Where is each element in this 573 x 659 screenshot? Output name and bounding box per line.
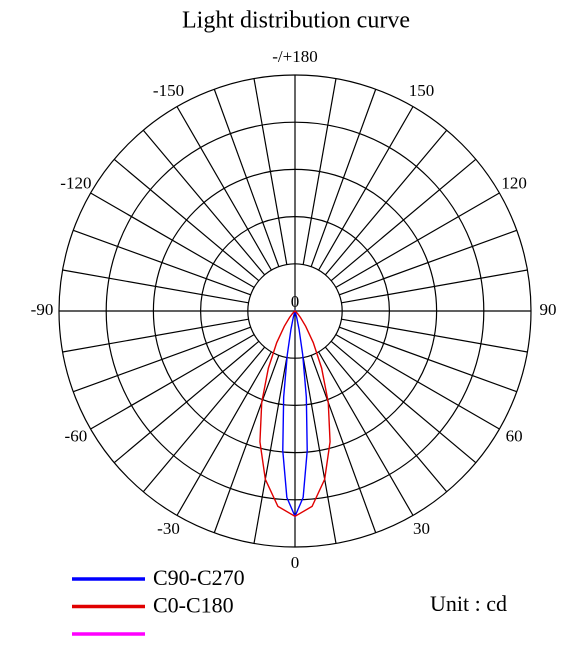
distribution-curve [259,310,331,518]
radial-grid-line [318,106,414,271]
angle-label: 120 [501,173,527,192]
angle-label: -150 [153,81,184,100]
radial-grid-line [339,326,517,393]
radial-grid-line [310,89,377,267]
radial-grid-line [302,357,337,544]
radial-grid-line [213,89,280,267]
radial-grid-line [62,269,249,304]
radial-grid-line [142,346,266,493]
radial-grid-line [324,129,448,276]
radial-grid-line [341,318,528,353]
angle-label: 150 [409,81,435,100]
radial-grid-line [176,351,272,516]
radial-grid-line [318,351,414,516]
angle-label: -90 [31,300,54,319]
angle-label: -60 [65,426,88,445]
angle-label: -/+180 [272,47,317,66]
radial-grid-line [330,340,477,464]
angle-label: 0 [291,553,300,572]
radial-grid-line [73,326,251,393]
radial-grid-line [324,346,448,493]
angle-label: 90 [540,300,557,319]
radial-grid-line [253,357,288,544]
angle-label: 30 [413,519,430,538]
radial-grid-line [113,340,260,464]
radial-grid-line [113,158,260,282]
radial-grid-line [176,106,272,271]
radial-grid-line [339,229,517,296]
chart-title: Light distribution curve [182,8,410,34]
radial-grid-line [335,334,500,430]
angle-label: -30 [157,519,180,538]
unit-note: Unit : cd [430,591,507,616]
radial-grid-line [90,334,255,430]
radial-grid-line [330,158,477,282]
radial-grid-line [310,355,377,533]
angle-label: -120 [60,173,91,192]
angle-label: 60 [506,426,523,445]
radial-grid-line [213,355,280,533]
radial-grid-line [73,229,251,296]
radial-grid-line [335,192,500,288]
legend-label: C90-C270 [153,565,245,590]
radial-grid-line [253,78,288,265]
radial-grid-line [90,192,255,288]
radial-grid-line [341,269,528,304]
radial-grid-line [142,129,266,276]
radial-tick-label: 0 [291,292,300,311]
legend-label: C0-C180 [153,593,234,618]
radial-grid-line [302,78,337,265]
radial-grid-line [62,318,249,353]
